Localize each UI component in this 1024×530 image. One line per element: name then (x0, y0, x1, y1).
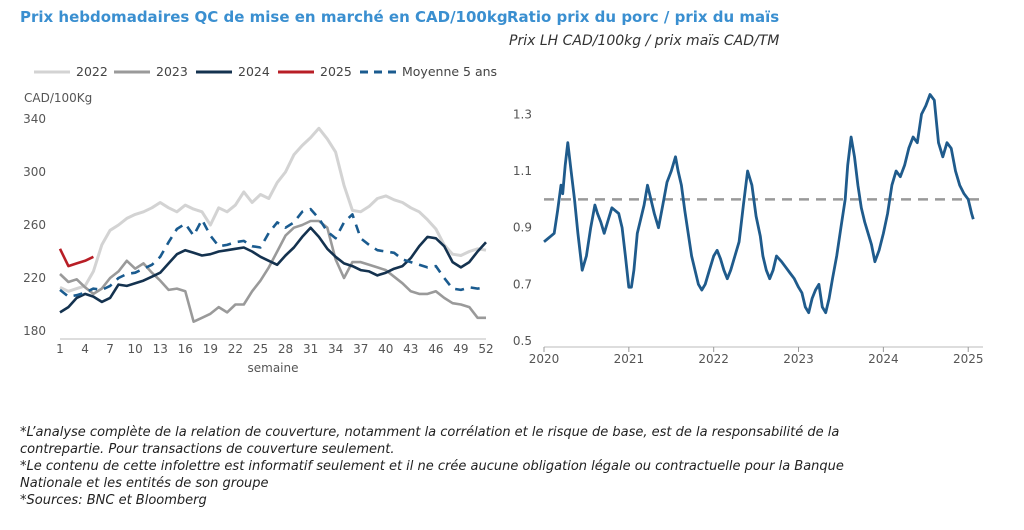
x-tick-label: 28 (278, 342, 293, 356)
legend-label: 2024 (238, 64, 270, 79)
y-tick-label: 1.3 (513, 107, 532, 121)
left-chart-title: Prix hebdomadaires QC de mise en marché … (20, 8, 508, 26)
charts-canvas: 2022 2023 2024 2025 Moyenne 5 ans CAD/100Kg 18… (23, 64, 984, 375)
y-tick-label: 0.9 (513, 221, 532, 235)
x-tick-label: 37 (353, 342, 368, 356)
x-tick-label: 25 (253, 342, 268, 356)
right-chart-title: Ratio prix du porc / prix du maïs (507, 8, 780, 26)
x-tick-label: 16 (178, 342, 193, 356)
x-tick-label: 19 (203, 342, 218, 356)
x-tick-label: 2023 (783, 352, 814, 366)
x-tick-label: 52 (478, 342, 493, 356)
legend-label: 2022 (76, 64, 108, 79)
y-axis-unit-label: CAD/100Kg (24, 91, 92, 105)
y-tick-label: 220 (23, 271, 46, 285)
legend-label: 2023 (156, 64, 188, 79)
footnote-line: *L’analyse complète de la relation de co… (20, 425, 840, 440)
legend-label: 2025 (320, 64, 352, 79)
x-tick-label: 31 (303, 342, 318, 356)
y-tick-label: 180 (23, 324, 46, 338)
x-tick-label: 2024 (868, 352, 899, 366)
footnote-line: *Le contenu de cette infolettre est info… (20, 459, 844, 474)
x-tick-label: 4 (81, 342, 89, 356)
footnote-line: contrepartie. Pour transactions de couve… (20, 442, 395, 457)
footnote-line: Nationale et les entités de son groupe (20, 476, 269, 491)
x-tick-label: 46 (428, 342, 443, 356)
x-tick-label: 2021 (614, 352, 645, 366)
series-line-2023 (59, 219, 486, 324)
y-tick-label: 0.7 (513, 277, 532, 291)
x-tick-label: 40 (378, 342, 393, 356)
y-tick-label: 1.1 (513, 164, 532, 178)
x-tick-label: 2022 (698, 352, 729, 366)
legend-label: Moyenne 5 ans (402, 64, 497, 79)
x-tick-label: 49 (453, 342, 468, 356)
footnote-line: *Sources: BNC et Bloomberg (20, 493, 207, 508)
right-chart-subtitle: Prix LH CAD/100kg / prix maïs CAD/TM (509, 33, 780, 49)
y-tick-label: 300 (23, 165, 46, 179)
x-axis-title: semaine (248, 361, 299, 375)
x-tick-label: 2025 (953, 352, 984, 366)
series-line-2022 (59, 126, 487, 293)
series-line-2024 (59, 226, 487, 314)
x-tick-label: 10 (128, 342, 143, 356)
footnotes: *L’analyse complète de la relation de co… (20, 424, 1010, 509)
y-tick-label: 260 (23, 218, 46, 232)
y-tick-label: 340 (23, 112, 46, 126)
x-tick-label: 1 (56, 342, 64, 356)
series-line-moyenne-5-ans (59, 207, 487, 298)
series-line-ratio (543, 93, 975, 315)
x-tick-label: 13 (153, 342, 168, 356)
x-tick-label: 2020 (529, 352, 560, 366)
x-tick-label: 34 (328, 342, 343, 356)
series-line-2025 (58, 248, 94, 268)
x-tick-label: 7 (106, 342, 114, 356)
x-tick-label: 22 (228, 342, 243, 356)
y-tick-label: 0.5 (513, 334, 532, 348)
x-tick-label: 43 (403, 342, 418, 356)
